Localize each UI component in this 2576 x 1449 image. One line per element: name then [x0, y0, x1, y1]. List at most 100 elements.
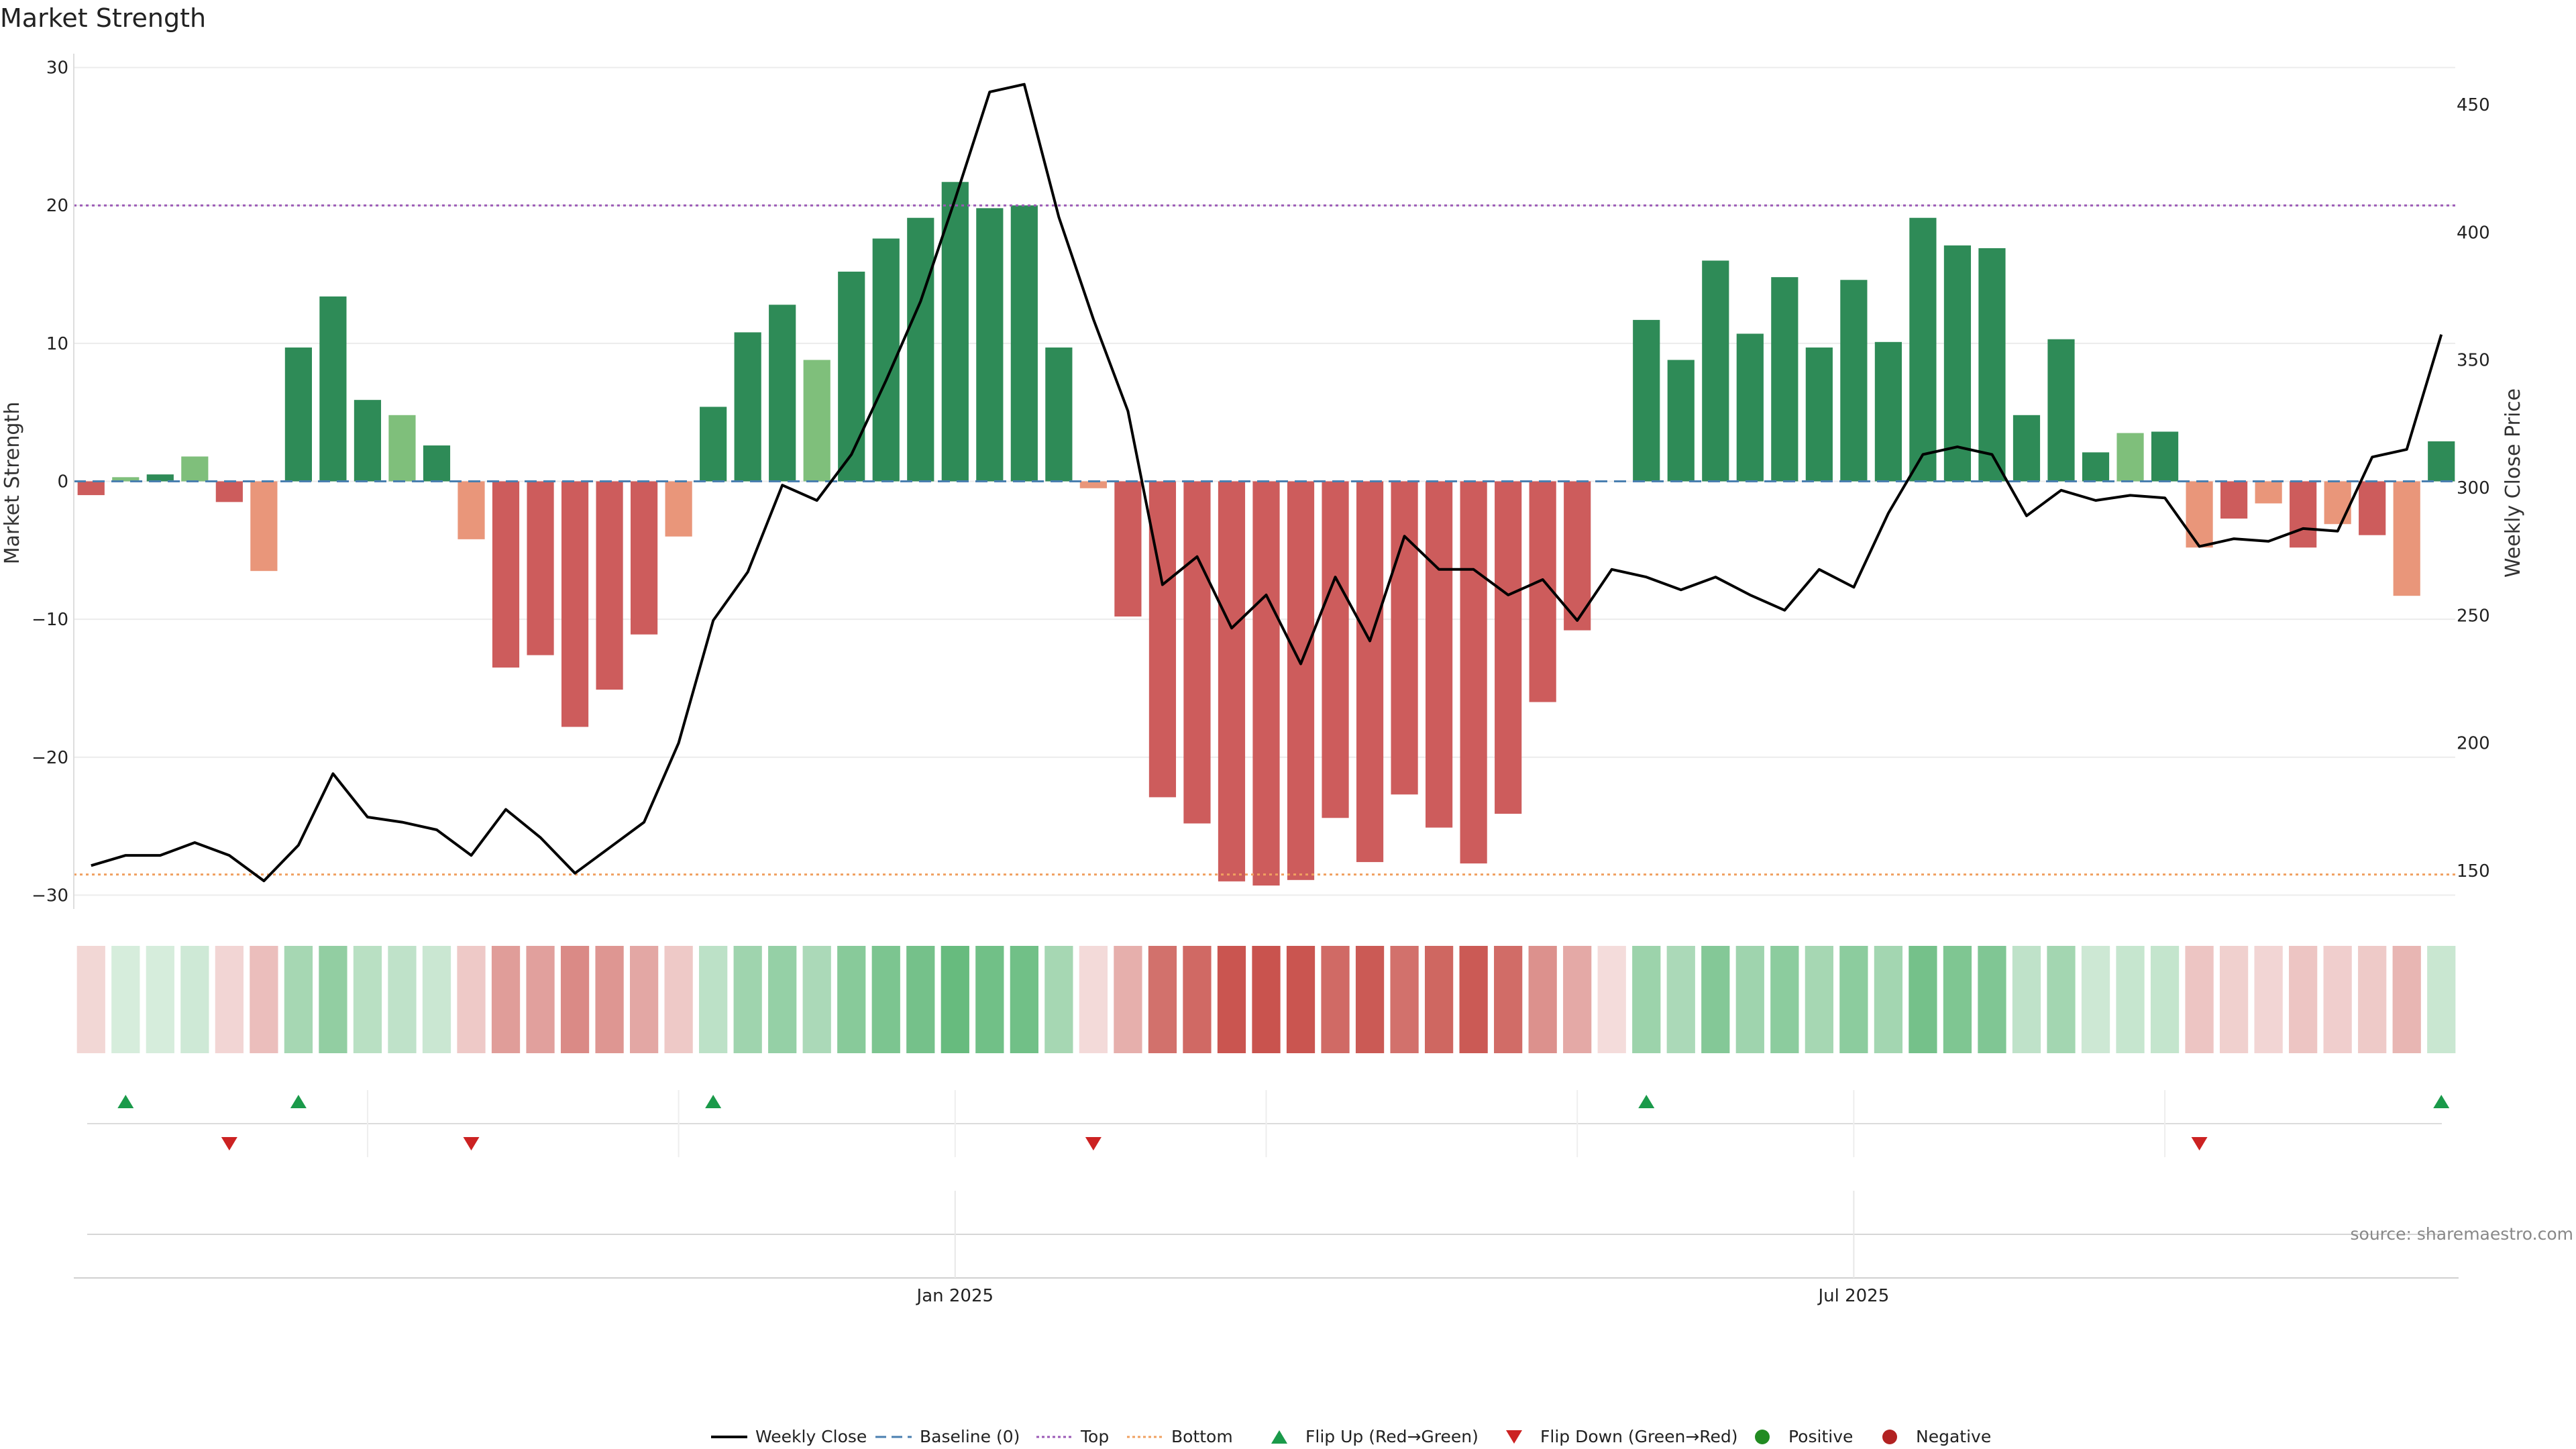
y-tick-right: 250: [2457, 606, 2490, 626]
heat-cell: [733, 946, 762, 1053]
heat-cell: [699, 946, 728, 1053]
heat-cell: [1114, 946, 1142, 1053]
heat-cell: [768, 946, 797, 1053]
strength-bar: [2012, 415, 2041, 482]
flip-up-marker: [117, 1095, 134, 1108]
heat-cell: [1909, 946, 1937, 1053]
strength-bar: [1045, 347, 1073, 482]
timeline-panel: Jan 2025 Jul 2025: [74, 1191, 2459, 1306]
heat-cell: [1839, 946, 1868, 1053]
legend-entry: Baseline (0): [920, 1427, 1020, 1446]
heat-cell: [491, 946, 521, 1053]
heat-cell: [2185, 946, 2214, 1053]
axes: 30 20 10 0 −10 −20 −30 450 400 350 300 250 200 150: [32, 54, 2490, 909]
strength-bar: [2290, 481, 2317, 548]
heat-cell: [802, 946, 831, 1053]
strength-bar: [1148, 481, 1177, 798]
y-tick-right: 400: [2457, 223, 2490, 243]
heat-cell: [146, 946, 174, 1053]
heat-cell: [1183, 946, 1212, 1053]
strength-bar: [1771, 277, 1799, 482]
strength-bar: [561, 481, 589, 727]
strength-bar: [1391, 481, 1418, 795]
heat-cell: [1079, 946, 1108, 1053]
strength-bar: [1633, 319, 1660, 482]
heat-cell: [1770, 946, 1799, 1053]
strength-bar: [1667, 360, 1695, 482]
heat-cell: [2427, 946, 2456, 1053]
heat-cell: [388, 946, 417, 1053]
strength-bar: [2047, 339, 2075, 482]
strength-bar: [1218, 481, 1246, 881]
x-tick-label: Jan 2025: [916, 1286, 994, 1306]
strength-bar: [1114, 481, 1142, 617]
strength-bar: [388, 415, 416, 482]
heat-cell: [526, 946, 555, 1053]
strength-bar: [769, 305, 796, 482]
heat-cell: [2116, 946, 2145, 1053]
heat-cell: [941, 946, 969, 1053]
heat-cell: [2150, 946, 2180, 1053]
strength-bar: [907, 217, 934, 482]
strength-bar: [1356, 481, 1384, 863]
reference-lines: [74, 204, 2455, 876]
heat-cell: [1286, 946, 1316, 1053]
strength-bar: [1736, 333, 1764, 482]
strength-bar: [665, 481, 692, 537]
strength-bar: [2082, 452, 2110, 482]
legend-entry: Negative: [1916, 1427, 1991, 1446]
strength-bar: [1495, 481, 1522, 814]
legend-swatch: [1882, 1430, 1897, 1444]
heat-cell: [1355, 946, 1385, 1053]
strength-bar: [2116, 433, 2144, 482]
strength-bar: [181, 456, 209, 482]
legend: Weekly Close Baseline (0) Top Bottom Flip Up…: [711, 1427, 1991, 1446]
y-tick-right: 300: [2457, 478, 2490, 498]
strength-bar: [1322, 481, 1349, 818]
heat-cell: [664, 946, 693, 1053]
y-tick-left: −20: [32, 748, 68, 768]
heat-cell: [1390, 946, 1419, 1053]
strength-bar: [976, 208, 1004, 482]
legend-entry: Bottom: [1171, 1427, 1233, 1446]
heat-cell: [2358, 946, 2387, 1053]
legend-entry: Top: [1080, 1427, 1109, 1446]
heat-cell: [1148, 946, 1177, 1053]
strength-bar: [1252, 481, 1280, 886]
heat-cell: [1321, 946, 1350, 1053]
strength-bar: [1426, 481, 1453, 828]
strength-bar: [2428, 441, 2455, 482]
y-tick-left: −10: [32, 610, 68, 630]
legend-swatch: [1755, 1430, 1770, 1444]
heat-cell: [1494, 946, 1523, 1053]
legend-entry: Positive: [1788, 1427, 1853, 1446]
strength-bar: [1010, 205, 1038, 482]
strength-bar: [527, 481, 554, 655]
heat-cell: [1701, 946, 1730, 1053]
y-axis-left-label: Market Strength: [1, 402, 24, 564]
strength-bar: [1460, 481, 1487, 864]
heat-cell: [2012, 946, 2041, 1053]
strength-bar: [284, 347, 312, 482]
strength-bar: [1874, 341, 1902, 482]
strength-bar: [1805, 347, 1833, 482]
strength-bar: [1702, 260, 1729, 482]
legend-entry: Weekly Close: [755, 1427, 867, 1446]
heat-cell: [1805, 946, 1833, 1053]
weekly-close-line: [91, 83, 2443, 883]
heat-cell: [1666, 946, 1695, 1053]
strength-bar: [77, 481, 105, 496]
strength-bar: [2359, 481, 2386, 535]
flip-up-marker: [290, 1095, 307, 1108]
y-tick-left: −30: [32, 885, 68, 906]
legend-entry: Flip Up (Red→Green): [1305, 1427, 1479, 1446]
strength-bars: [77, 182, 2455, 886]
y-tick-right: 150: [2457, 861, 2490, 881]
y-tick-right: 200: [2457, 734, 2490, 754]
flip-down-marker: [2191, 1137, 2208, 1150]
heat-cell: [1563, 946, 1592, 1053]
strength-bar: [1978, 248, 2006, 482]
flip-down-marker: [221, 1137, 237, 1150]
heat-cell: [1943, 946, 1972, 1053]
